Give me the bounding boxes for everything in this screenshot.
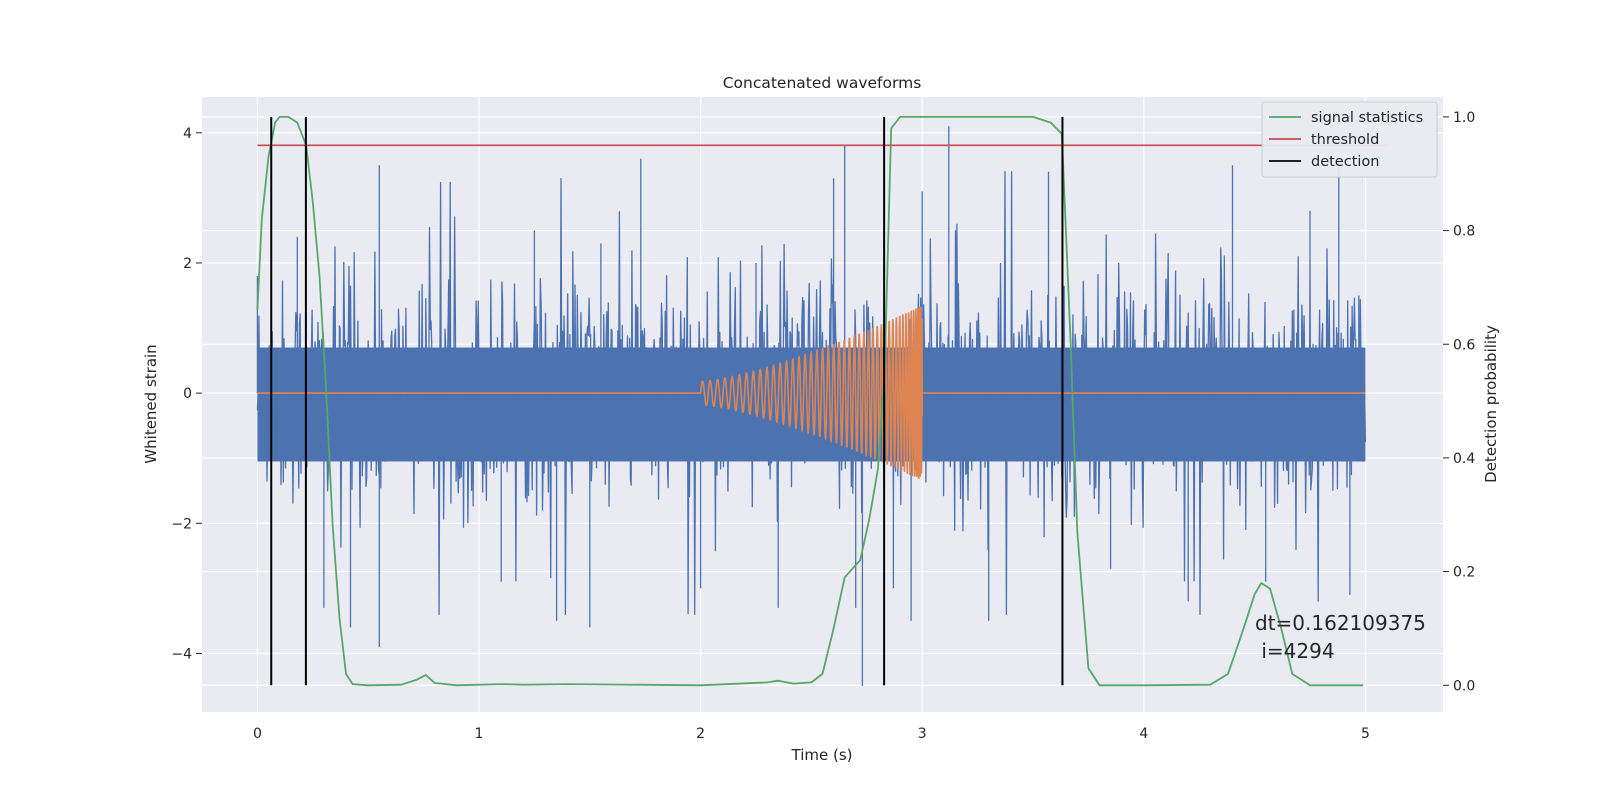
noise-line [256,126,1367,686]
x-tick-label: 5 [1361,726,1370,742]
legend-box [1261,101,1438,178]
y2-tick-label: 1.0 [1453,110,1475,126]
y2-tick-label: 0.6 [1453,337,1475,353]
x-tick-label: 0 [253,726,262,742]
y-tick-label: −4 [171,646,192,662]
x-tick-label: 4 [1139,726,1148,742]
legend: signal statistics threshold detection [1261,101,1438,178]
y2-tick-label: 0.8 [1453,224,1475,240]
signal-statistics-line [256,116,1364,687]
tick-labels: 0 1 2 3 4 5 −4 −2 0 2 4 0.0 0.2 0.4 0.6 0.8 1.0 [171,110,1475,742]
y2-tick-label: 0.2 [1453,565,1475,581]
y-tick-label: 0 [183,386,192,402]
y-axis-label: Whitened strain [142,344,160,463]
series-layer [256,116,1388,687]
y-tick-label: 2 [183,256,192,272]
annotation-index: i=4294 [1255,639,1335,663]
legend-label-detection: detection [1311,154,1379,170]
y2-axis-label: Detection probability [1482,325,1500,483]
y2-tick-label: 0.4 [1453,451,1475,467]
y2-tick-label: 0.0 [1453,678,1475,694]
annotation-dt: dt=0.162109375 [1255,611,1426,635]
y-tick-label: −2 [171,516,192,532]
x-tick-label: 1 [475,726,484,742]
x-axis-label: Time (s) [791,746,853,764]
legend-label-threshold: threshold [1311,132,1379,148]
chart-title: Concatenated waveforms [723,74,922,92]
y-tick-label: 4 [183,126,192,142]
legend-label-signal-statistics: signal statistics [1311,110,1423,126]
x-tick-label: 3 [918,726,927,742]
x-tick-label: 2 [696,726,705,742]
